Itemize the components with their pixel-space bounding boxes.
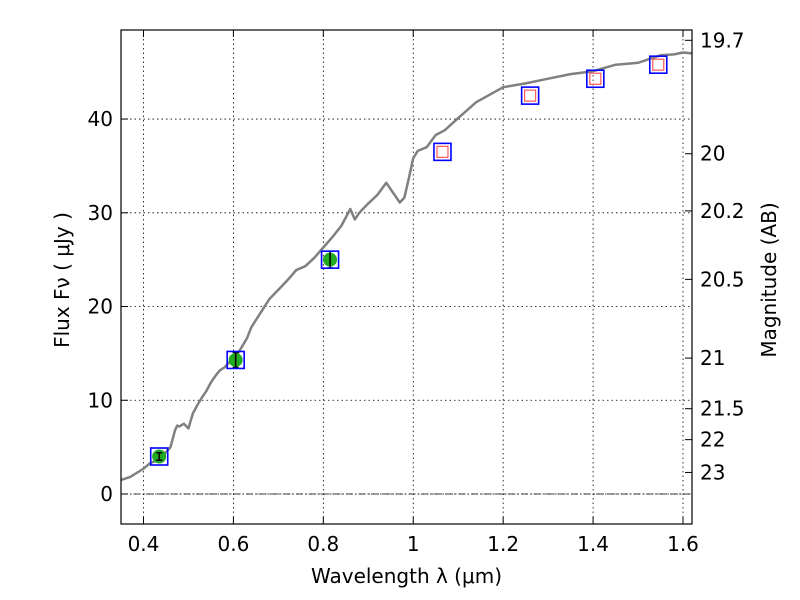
y2-tick-label: 19.7 xyxy=(700,28,745,52)
y-tick-label: 30 xyxy=(88,201,113,225)
y2-tick-label: 20 xyxy=(700,142,725,166)
y2-tick-label: 21.5 xyxy=(700,397,745,421)
y2-tick-label: 23 xyxy=(700,460,725,484)
model-point xyxy=(320,250,340,269)
y-tick-label: 40 xyxy=(88,107,113,131)
model-point xyxy=(586,69,605,89)
x-axis-label: Wavelength λ (μm) xyxy=(311,564,502,588)
tick-labels: 0.4 0.6 0.8 1 1.2 1.4 1.6 0 10 20 30 40 19.7 20 20.2 20… xyxy=(88,28,745,556)
x-tick-label: 1 xyxy=(407,532,420,556)
x-tick-label: 0.6 xyxy=(217,532,249,556)
grid-lines xyxy=(121,30,692,524)
model-spectrum xyxy=(120,51,693,482)
model-point xyxy=(433,142,452,162)
axis-ticks xyxy=(121,30,692,524)
photometry-markers xyxy=(149,55,668,466)
spectrum-line xyxy=(120,51,693,482)
x-tick-label: 1.2 xyxy=(487,532,519,556)
x-tick-label: 0.8 xyxy=(307,532,339,556)
predicted-point xyxy=(589,72,602,85)
y2-tick-label: 20.2 xyxy=(700,199,745,223)
predicted-point xyxy=(524,89,537,102)
predicted-point xyxy=(436,145,449,158)
model-point xyxy=(149,447,169,466)
y-tick-label: 10 xyxy=(88,388,113,412)
x-tick-label: 1.6 xyxy=(667,532,699,556)
plot-frame xyxy=(120,29,693,525)
predicted-point xyxy=(652,58,665,71)
y-tick-label: 20 xyxy=(88,295,113,319)
y-axis-label: Flux Fν ( μJy ) xyxy=(50,212,74,348)
x-tick-label: 1.4 xyxy=(577,532,609,556)
y2-axis-label: Magnitude (AB) xyxy=(757,202,781,357)
model-point xyxy=(226,350,245,370)
model-point xyxy=(648,55,668,74)
x-tick-label: 0.4 xyxy=(128,532,160,556)
y2-tick-label: 22 xyxy=(700,428,725,452)
y2-tick-label: 21 xyxy=(700,346,725,370)
y2-tick-label: 20.5 xyxy=(700,267,745,291)
y-tick-label: 0 xyxy=(100,482,113,506)
model-point xyxy=(520,86,540,105)
